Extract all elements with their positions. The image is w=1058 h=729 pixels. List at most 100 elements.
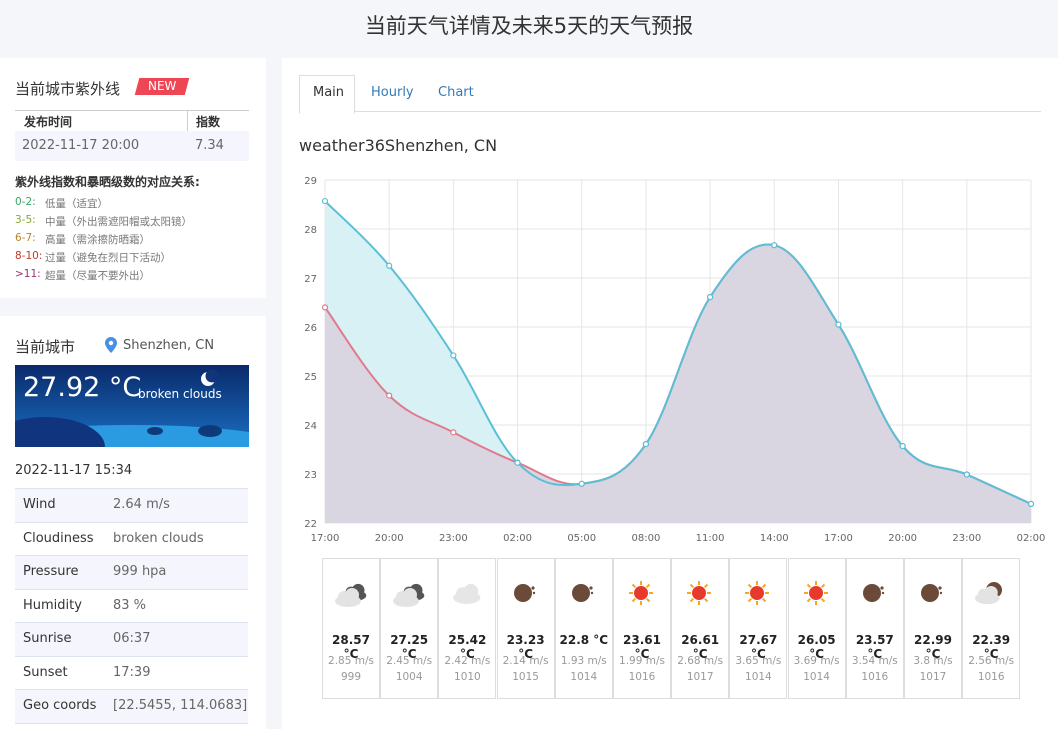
info-value: broken clouds	[113, 530, 204, 546]
forecast-pressure: 1016	[977, 671, 1005, 683]
info-value: 06:37	[113, 631, 151, 646]
uv-text: 高量（需涂擦防晒霜）	[45, 234, 150, 246]
city-panel: 当前城市 Shenzhen, CN 27.92 °C broken clouds…	[0, 316, 266, 729]
city-desc: broken clouds	[138, 387, 222, 401]
uv-range: 0-2:	[15, 196, 36, 208]
forecast-pressure: 1016	[861, 671, 889, 683]
point	[835, 321, 842, 328]
forecast-pressure: 1014	[803, 671, 830, 683]
pin-icon	[105, 337, 117, 353]
forecast-wind: 2.68 m/s	[677, 655, 724, 667]
forecast-temp: 25.42 °C	[448, 633, 487, 661]
weather-icon	[975, 582, 1003, 604]
weather-icon	[571, 584, 593, 602]
uv-row	[15, 131, 249, 161]
tab-active	[299, 75, 355, 114]
y-tick-label: 23	[304, 470, 317, 481]
x-tick-label: 17:00	[311, 533, 340, 544]
info-label: Humidity	[23, 597, 82, 613]
forecast-card: 23.57 °C 3.54 m/s 1016	[845, 558, 904, 699]
forecast-wind: 2.42 m/s	[444, 655, 491, 667]
info-row	[15, 555, 248, 589]
x-tick-label: 17:00	[824, 533, 853, 544]
info-label: Cloudiness	[23, 530, 94, 546]
weather-icon	[629, 581, 653, 605]
point	[1027, 500, 1035, 507]
city-location: Shenzhen, CN	[123, 338, 215, 353]
forecast-card: 22.39 °C 2.56 m/s 1016	[962, 558, 1021, 699]
point	[386, 392, 393, 399]
y-tick-label: 24	[304, 421, 317, 432]
forecast-temp: 26.05 °C	[797, 633, 836, 661]
uv-header: 指数	[196, 115, 221, 129]
forecast-temp: 22.99 °C	[914, 633, 952, 661]
weather-icon	[513, 584, 535, 602]
forecast-pressure: 1004	[395, 671, 423, 683]
point	[514, 459, 521, 466]
forecast-wind: 2.56 m/s	[968, 655, 1015, 667]
x-tick-label: 14:00	[760, 533, 789, 544]
forecast-wind: 1.99 m/s	[619, 655, 665, 667]
forecast-card: 27.67 °C 3.65 m/s 1014	[729, 558, 788, 699]
area	[325, 244, 1031, 523]
forecast-card: 22.8 °C 1.93 m/s 1014	[554, 558, 613, 699]
tab[interactable]: Main	[313, 85, 345, 100]
point	[771, 242, 778, 249]
page-title: 当前天气详情及未来5天的天气预报	[364, 14, 694, 38]
x-tick-label: 20:00	[888, 533, 917, 544]
info-row	[15, 488, 248, 522]
tab-line	[299, 111, 1041, 112]
info-value: 2.64 m/s	[113, 497, 170, 512]
uv-cell: 7.34	[195, 138, 224, 153]
uv-panel: 当前城市紫外线 NEW 发布时间 指数 2022-11-17 20:00 7.3…	[0, 58, 266, 298]
tab[interactable]: Hourly	[371, 85, 414, 100]
forecast-wind: 3.69 m/s	[793, 655, 840, 667]
forecast-pressure: 1016	[628, 671, 656, 683]
uv-text: 过量（避免在烈日下活动）	[45, 252, 171, 264]
uv-range: 6-7:	[15, 232, 36, 244]
info-label: Geo coords	[23, 698, 97, 713]
forecast-temp: 27.25 °C	[390, 633, 429, 661]
info-row	[15, 655, 248, 690]
point	[321, 304, 329, 311]
info-row	[15, 521, 248, 556]
forecast-card: 25.42 °C 2.42 m/s 1010	[438, 558, 497, 699]
x-tick-label: 23:00	[952, 533, 981, 544]
uv-title: 当前城市紫外线	[15, 80, 121, 98]
info-label: Sunset	[23, 664, 68, 680]
weather-icon	[687, 581, 712, 605]
city-time: 2022-11-17 15:34	[15, 463, 133, 478]
uv-text: 中量（外出需遮阳帽或太阳镜）	[45, 216, 192, 228]
chart-title: weather36Shenzhen, CN	[299, 136, 498, 155]
info-label: Sunrise	[23, 631, 72, 646]
forecast-temp: 27.67 °C	[739, 633, 778, 661]
point	[450, 429, 457, 436]
forecast-card: 22.99 °C 3.8 m/s 1017	[904, 558, 962, 699]
forecast-card: 27.25 °C 2.45 m/s 1004	[380, 558, 439, 699]
point	[578, 480, 585, 487]
forecast-temp: 23.57 °C	[855, 633, 894, 661]
city-temp: 27.92 °C	[23, 372, 142, 403]
forecast-temp: 23.23 °C	[506, 633, 545, 661]
weather-icon	[335, 583, 367, 607]
y-tick-label: 28	[304, 225, 317, 236]
y-tick-label: 27	[304, 274, 317, 285]
uv-legend-title: 紫外线指数和暴晒级数的对应关系:	[15, 175, 200, 189]
weather-icon	[921, 584, 943, 602]
forecast-pressure: 1017	[919, 671, 947, 683]
forecast-wind: 3.65 m/s	[735, 655, 782, 667]
point	[642, 441, 650, 448]
forecast-temp: 23.61 °C	[623, 633, 661, 661]
uv-header: 发布时间	[24, 115, 73, 129]
x-tick-label: 20:00	[375, 533, 404, 544]
uv-text: 超量（尽量不要外出）	[45, 270, 150, 282]
city-title: 当前城市	[15, 338, 76, 356]
weather-icon	[803, 581, 828, 605]
forecast-card: 26.61 °C 2.68 m/s 1017	[671, 558, 730, 699]
forecast-wind: 2.45 m/s	[386, 655, 433, 667]
uv-range: 8-10:	[15, 250, 43, 262]
forecast-pressure: 1014	[745, 671, 772, 683]
tab[interactable]: Chart	[438, 85, 474, 100]
x-tick-label: 11:00	[696, 533, 725, 544]
